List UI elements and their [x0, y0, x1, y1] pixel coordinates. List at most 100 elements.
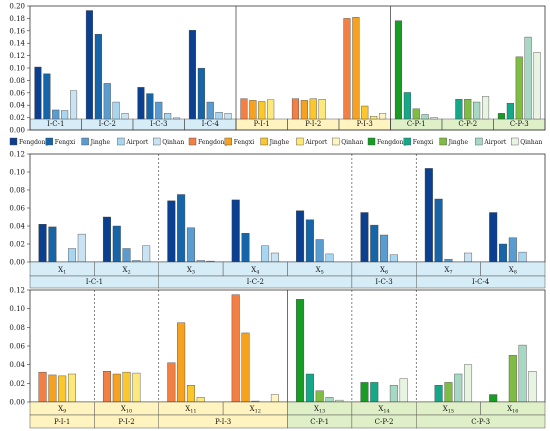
y-tick-label: 0.00	[9, 399, 25, 407]
bar	[296, 299, 305, 403]
bar	[61, 110, 69, 120]
bar	[455, 99, 463, 120]
x-label-subscript: 10	[126, 409, 132, 415]
panel-2: 0.00 0.02 0.04 0.06 0.08 0.10 0.12 X1 X2 X3 X4 X5 X6…	[9, 151, 546, 292]
y-tick-label: 0.14	[9, 40, 25, 48]
legend-label: Jinghe	[448, 139, 469, 146]
bar	[146, 93, 154, 120]
bar	[177, 194, 186, 263]
panel-1: 0.00 0.02 0.04 0.06 0.08 0.10 0.12 0.14 0.16 0.18…	[9, 3, 546, 135]
bar	[389, 254, 398, 263]
bar	[343, 18, 351, 120]
legend-swatch	[81, 137, 89, 146]
bar	[380, 234, 389, 263]
bar	[399, 378, 408, 403]
y-tick-label: 0.08	[9, 77, 25, 85]
bar	[177, 322, 186, 403]
x-label: X1	[58, 266, 66, 276]
y-tick-label: 0.10	[9, 65, 25, 73]
legend-swatch	[403, 137, 411, 146]
bar	[481, 96, 490, 120]
legend-swatch	[367, 137, 376, 146]
bar	[270, 252, 279, 263]
y-tick-label: 0.08	[9, 324, 25, 332]
x-label: X16	[507, 405, 518, 415]
x-label-subscript: 8	[514, 270, 517, 276]
y-tick-label: 0.04	[9, 102, 25, 110]
y-tick-label: 0.02	[9, 380, 25, 388]
legend-label: Qinhan	[162, 139, 184, 146]
bar	[518, 251, 527, 263]
legend-label: Fengdong	[198, 139, 228, 146]
legend-swatch	[332, 137, 340, 146]
y-tick-label: 0.02	[9, 114, 25, 122]
bar	[305, 373, 314, 403]
bar	[315, 239, 324, 263]
y-tick-label: 0.12	[9, 151, 25, 159]
y-tick-label: 0.06	[9, 89, 25, 97]
bar	[121, 113, 129, 120]
group-band-label: C-P-2	[375, 418, 394, 426]
bar	[515, 56, 523, 120]
bar	[167, 200, 176, 263]
x-label-subscript: 9	[63, 409, 66, 415]
bar	[528, 371, 537, 403]
bar	[112, 225, 121, 263]
bar	[48, 374, 57, 403]
bar	[132, 372, 141, 403]
bar	[305, 219, 314, 263]
bar	[434, 198, 443, 263]
bar	[464, 99, 472, 120]
y-tick-label: 0.10	[9, 169, 25, 177]
group-band-label: P-I-2	[118, 418, 134, 426]
bar	[464, 364, 473, 403]
y-tick-label: 0.12	[9, 52, 25, 60]
bar	[454, 373, 463, 403]
bar	[34, 66, 42, 120]
y-tick-label: 0.20	[9, 3, 25, 11]
x-label: X9	[58, 405, 66, 415]
group-band	[416, 414, 546, 429]
bar	[325, 397, 334, 403]
bar	[361, 105, 369, 120]
y-tick-label: 0.04	[9, 223, 25, 231]
bar	[142, 245, 151, 263]
y-tick-label: 0.10	[9, 305, 25, 313]
x-label-subscript: 2	[127, 270, 130, 276]
bar	[137, 87, 145, 120]
bar	[69, 90, 78, 120]
legend-swatch	[9, 137, 18, 146]
bar	[155, 101, 163, 120]
bar	[506, 102, 514, 120]
bar	[197, 67, 205, 120]
bar	[231, 199, 240, 263]
bar	[267, 99, 275, 120]
bar	[261, 245, 270, 263]
bar	[122, 371, 131, 403]
group-band-label: I-C-3	[375, 278, 392, 286]
bar	[389, 385, 398, 403]
x-label: X2	[122, 266, 130, 276]
bar	[403, 92, 411, 120]
bar	[249, 100, 257, 120]
category-label: I-C-1	[47, 120, 64, 128]
category-label: I-C-4	[202, 120, 220, 128]
plot-frame	[29, 5, 546, 131]
x-label-subscript: 13	[319, 409, 325, 415]
bar	[186, 385, 195, 403]
y-tick-label: 0.08	[9, 187, 25, 195]
x-label-subscript: 12	[255, 409, 261, 415]
legend-label: Qinhan	[341, 139, 363, 146]
legend-swatch	[188, 137, 197, 146]
legend-label: Airport	[483, 139, 506, 146]
group-band-label: I-C-1	[86, 278, 103, 286]
bar	[464, 252, 473, 263]
bar	[103, 83, 111, 120]
bar	[67, 248, 76, 263]
x-label-subscript: 5	[321, 270, 324, 276]
bar	[188, 30, 197, 120]
bar	[77, 233, 86, 263]
group-band-label: C-P-3	[471, 418, 490, 426]
x-label-subscript: 3	[192, 270, 195, 276]
bar	[434, 385, 443, 403]
